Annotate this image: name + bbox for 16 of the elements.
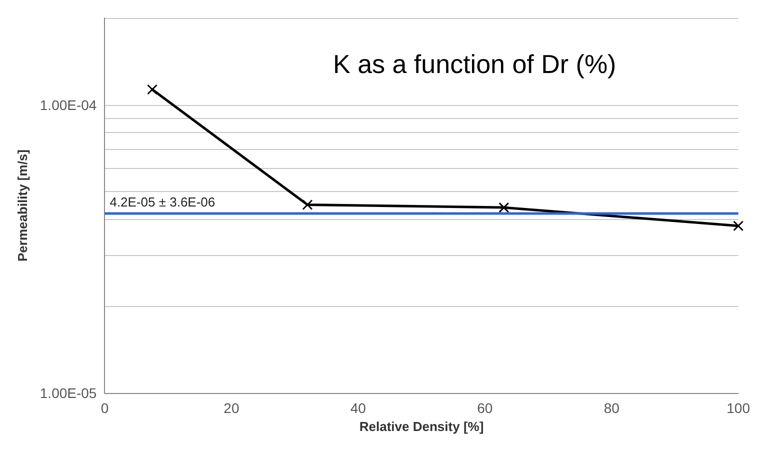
point xyxy=(302,199,313,210)
x-tick-label: 60 xyxy=(477,400,493,416)
x-tick-label: 0 xyxy=(100,400,109,416)
x-tick-label: 40 xyxy=(350,400,366,416)
y-tick-label: 1.00E-04 xyxy=(40,96,97,113)
point xyxy=(146,84,158,95)
x-tick-label: 80 xyxy=(604,400,620,416)
point xyxy=(733,220,744,232)
x-tick-label: 20 xyxy=(224,400,240,416)
point xyxy=(498,202,510,213)
text: K as a function of Dr (%) xyxy=(333,49,616,79)
y-axis-title: Permeability [m/s] xyxy=(15,150,30,262)
x-axis-title: Relative Density [%] xyxy=(359,418,484,434)
y-tick-label: 1.00E-05 xyxy=(40,385,97,401)
x-tick-label: 100 xyxy=(726,400,750,416)
ref-line-label: 4.2E-05 ± 3.6E-06 xyxy=(110,194,216,210)
